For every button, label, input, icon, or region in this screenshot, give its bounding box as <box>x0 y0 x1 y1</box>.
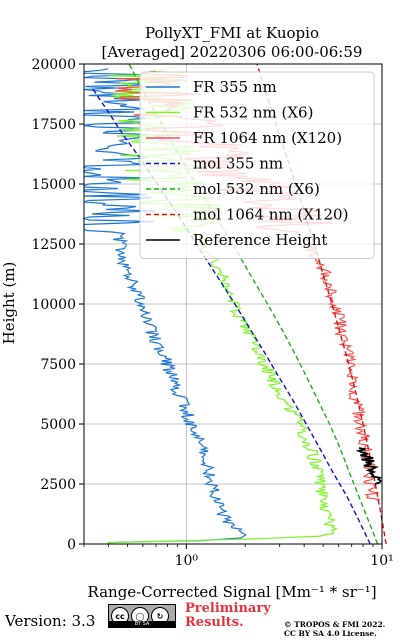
version-label: Version: 3.3 <box>5 612 96 630</box>
chart-title: PollyXT_FMI at Kuopio <box>145 24 319 42</box>
series-line-reference-height <box>355 447 382 485</box>
x-axis-label: Range-Corrected Signal [Mm⁻¹ * sr⁻¹] <box>87 583 376 600</box>
legend-label-4: mol 532 nm (X6) <box>193 180 320 198</box>
legend-box <box>139 71 375 259</box>
y-axis-label: Height (m) <box>0 262 18 345</box>
legend-label-6: Reference Height <box>193 231 327 249</box>
y-tick-label-6: 15000 <box>31 177 76 193</box>
x-tick-label-0: 10⁰ <box>175 553 199 569</box>
y-tick-label-7: 17500 <box>31 117 76 133</box>
y-tick-label-3: 7500 <box>40 357 76 373</box>
copyright-credit: © TROPOS & FMI 2022. CC BY SA 4.0 Licens… <box>284 620 385 638</box>
cc-icon: cc <box>111 607 129 625</box>
y-tick-label-8: 20000 <box>31 57 76 73</box>
credit-line-1: © TROPOS & FMI 2022. <box>284 620 386 629</box>
y-tick-label-5: 12500 <box>31 237 76 253</box>
preliminary-line-1: Preliminary <box>185 601 271 616</box>
y-tick-label-0: 0 <box>67 537 76 553</box>
series-line-mol-1064-nm-x120- <box>256 63 387 545</box>
chart-subtitle: [Averaged] 20220306 06:00-06:59 <box>102 43 363 61</box>
series-line-fr-355-nm <box>81 68 247 544</box>
legend: FR 355 nm FR 532 nm (X6) FR 1064 nm (X120)… <box>139 71 375 259</box>
lidar-profile-chart: PollyXT_FMI at Kuopio [Averaged] 2022030… <box>0 24 394 600</box>
credit-line-2: CC BY SA 4.0 License. <box>284 629 377 638</box>
legend-label-2: FR 1064 nm (X120) <box>193 129 342 147</box>
legend-label-0: FR 355 nm <box>193 78 277 96</box>
y-axis-ticks: 0 2500 5000 7500 10000 12500 15000 17500 20000 <box>31 57 84 553</box>
y-tick-label-2: 5000 <box>40 417 76 433</box>
legend-label-1: FR 532 nm (X6) <box>193 104 313 122</box>
cc-license-logo[interactable]: cc ◯ ↻ BY SA <box>108 604 176 628</box>
y-tick-label-4: 10000 <box>31 297 76 313</box>
x-axis-ticks: 10⁰ 10¹ <box>83 544 394 569</box>
x-tick-label-1: 10¹ <box>370 553 393 569</box>
preliminary-notice: Preliminary Results. <box>185 602 271 630</box>
legend-label-3: mol 355 nm <box>193 155 283 173</box>
preliminary-line-2: Results. <box>185 615 244 630</box>
license-badge-text: BY SA <box>109 621 175 628</box>
legend-label-5: mol 1064 nm (X120) <box>193 206 348 224</box>
y-tick-label-1: 2500 <box>40 477 76 493</box>
